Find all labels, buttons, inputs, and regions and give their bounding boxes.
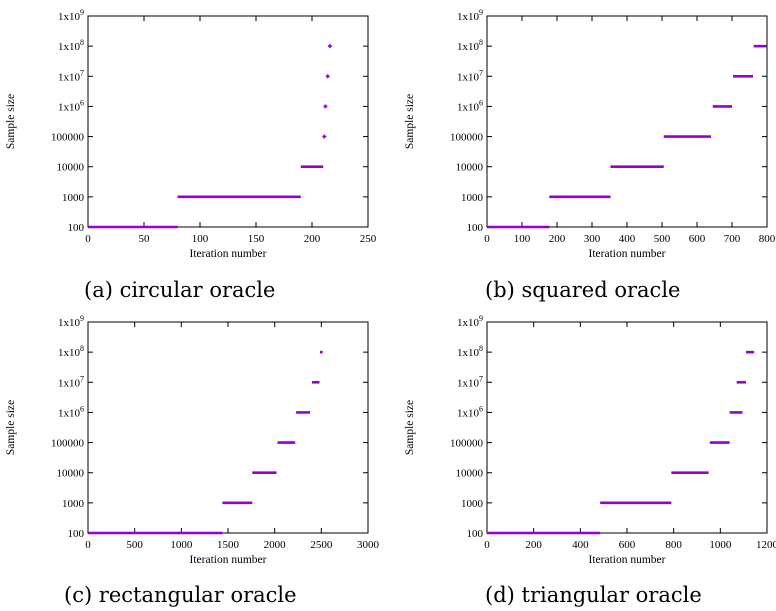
caption-a: (a) circular oracle [84,278,276,302]
y-tick-label: 100 [68,528,85,540]
chart-panel-a: 100 1000 10000 100000 1x106 1x107 1x108 1x109 0 5… [0,0,388,275]
y-tick-label: 1x108 [457,38,483,53]
y-tick-label: 1x107 [457,68,483,83]
x-axis-label: Iteration number [190,248,267,260]
data-point [322,134,327,139]
x-tick-label: 100 [514,233,531,245]
y-tick-label: 1x106 [58,404,84,419]
y-tick-label: 10000 [57,162,85,174]
plot-frame [486,15,768,228]
y-tick-label: 100000 [450,132,484,144]
x-tick-label: 0 [484,233,490,245]
x-tick-label: 1200 [756,539,776,551]
chart-panel-b: 100 1000 10000 100000 1x106 1x107 1x108 1x109 0 1… [396,0,776,275]
y-tick-label: 100 [467,222,484,234]
y-tick-label: 1x106 [457,404,483,419]
y-axis-label: Sample size [404,94,416,149]
y-tick-label: 1x108 [58,344,84,359]
data-point [323,104,328,109]
x-tick-label: 600 [689,233,706,245]
y-tick-label: 1x109 [457,8,483,23]
y-tick-label: 1x107 [457,374,483,389]
y-tick-label: 10000 [57,468,85,480]
chart-panel-c: 100 1000 10000 100000 1x106 1x107 1x108 1x109 0 5… [0,306,388,581]
x-tick-label: 800 [665,539,682,551]
caption-b: (b) squared oracle [485,278,681,302]
plot-frame [87,15,369,228]
x-axis-label: Iteration number [589,248,666,260]
x-tick-label: 500 [126,539,143,551]
y-tick-label: 100000 [450,438,484,450]
x-tick-label: 50 [139,233,151,245]
x-tick-label: 150 [248,233,265,245]
x-tick-label: 250 [360,233,377,245]
x-axis-label: Iteration number [190,554,267,566]
y-axis-label: Sample size [404,400,416,455]
x-tick-label: 700 [724,233,741,245]
y-axis-label: Sample size [5,94,17,149]
y-tick-label: 1x106 [457,98,483,113]
chart-c: 100 1000 10000 100000 1x106 1x107 1x108 1x109 0 5… [5,314,380,566]
data-point [327,44,332,49]
y-tick-label: 1x107 [58,374,84,389]
x-tick-label: 500 [654,233,671,245]
y-tick-label: 1x109 [58,314,84,329]
x-tick-label: 100 [192,233,209,245]
y-tick-label: 1x109 [58,8,84,23]
x-tick-label: 2000 [264,539,287,551]
chart-panel-d: 100 1000 10000 100000 1x106 1x107 1x108 1x109 0 2… [396,306,776,581]
x-tick-label: 0 [85,233,91,245]
y-tick-label: 1x107 [58,68,84,83]
y-tick-label: 1000 [62,498,85,510]
y-tick-label: 100000 [51,438,85,450]
y-tick-label: 1000 [62,192,85,204]
plot-frame [87,321,369,534]
caption-d: (d) triangular oracle [485,583,702,607]
y-tick-label: 1x108 [457,344,483,359]
x-tick-label: 1000 [709,539,732,551]
chart-d: 100 1000 10000 100000 1x106 1x107 1x108 1x109 0 2… [404,314,776,566]
x-tick-label: 800 [759,233,776,245]
x-tick-label: 600 [619,539,636,551]
x-tick-label: 0 [85,539,91,551]
plot-frame [486,321,768,534]
x-tick-label: 1500 [217,539,240,551]
caption-c: (c) rectangular oracle [64,583,297,607]
y-tick-label: 10000 [456,162,484,174]
x-tick-label: 300 [584,233,601,245]
y-tick-label: 100 [467,528,484,540]
y-tick-label: 10000 [456,468,484,480]
y-tick-label: 100 [68,222,85,234]
y-tick-label: 100000 [51,132,85,144]
x-tick-label: 0 [484,539,490,551]
x-tick-label: 200 [525,539,542,551]
x-tick-label: 200 [304,233,321,245]
data-point [325,74,330,79]
y-tick-label: 1000 [461,192,484,204]
y-tick-label: 1x106 [58,98,84,113]
y-axis-label: Sample size [5,400,17,455]
x-tick-label: 400 [572,539,589,551]
x-tick-label: 3000 [357,539,380,551]
x-tick-label: 400 [619,233,636,245]
x-tick-label: 2500 [310,539,333,551]
y-tick-label: 1x109 [457,314,483,329]
y-tick-label: 1x108 [58,38,84,53]
x-axis-label: Iteration number [589,554,666,566]
chart-a: 100 1000 10000 100000 1x106 1x107 1x108 1x109 0 5… [5,8,377,260]
x-tick-label: 1000 [170,539,193,551]
x-tick-label: 200 [549,233,566,245]
y-tick-label: 1000 [461,498,484,510]
